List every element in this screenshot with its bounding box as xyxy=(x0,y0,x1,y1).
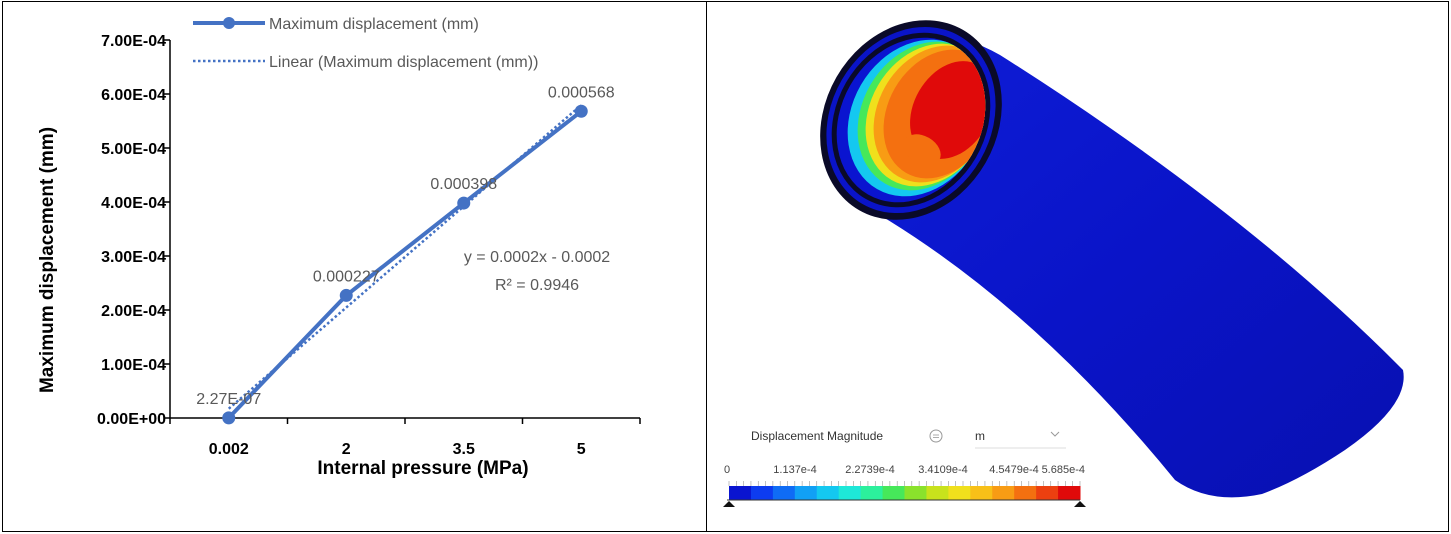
trendline-r-squared: R² = 0.9946 xyxy=(495,277,579,294)
y-tick-labels: 0.00E+00 1.00E-04 2.00E-04 3.00E-04 4.00E-04… xyxy=(97,33,166,428)
pipe-model xyxy=(820,20,1404,498)
series-path xyxy=(227,109,583,420)
y-axis-title: Maximum displacement (mm) xyxy=(37,127,58,393)
colorbar-tick-label: 0 xyxy=(724,464,730,476)
colorbar-segment xyxy=(729,486,752,500)
colorbar-segment xyxy=(970,486,993,500)
colorbar-segment xyxy=(816,486,840,500)
colorbar-segment xyxy=(948,486,971,500)
legend-series-marker xyxy=(223,17,235,29)
y-tick-label: 4.00E-04 xyxy=(101,195,166,212)
y-tick-label: 2.00E-04 xyxy=(101,303,166,320)
line-chart: 0.00E+00 1.00E-04 2.00E-04 3.00E-04 4.00E-04… xyxy=(37,16,641,479)
colorbar-segment xyxy=(1036,486,1059,500)
series-line xyxy=(222,104,588,425)
legend-trend-label: Linear (Maximum displacement (mm)) xyxy=(269,54,538,71)
colorbar: Displacement Magnitude m 0 1.137e-4 2.2739… xyxy=(723,429,1086,507)
data-label: 0.000227 xyxy=(313,268,380,285)
colorbar-segment xyxy=(882,486,905,500)
colorbar-segments xyxy=(729,486,1081,500)
colorbar-segment xyxy=(838,486,862,500)
colorbar-segment xyxy=(772,486,796,500)
chart-axes xyxy=(164,39,641,424)
x-tick-label: 0.002 xyxy=(209,441,249,458)
panel-divider xyxy=(706,1,707,532)
legend: Maximum displacement (mm) Linear (Maximu… xyxy=(193,16,538,71)
chevron-down-icon[interactable] xyxy=(1050,431,1060,437)
data-point xyxy=(339,288,353,302)
colorbar-tick-labels: 0 1.137e-4 2.2739e-4 3.4109e-4 4.5479e-4 5.68… xyxy=(724,464,1085,476)
y-tick-label: 0.00E+00 xyxy=(97,411,166,428)
colorbar-title: Displacement Magnitude xyxy=(751,429,883,443)
colorbar-segment xyxy=(750,486,774,500)
colorbar-segment xyxy=(992,486,1015,500)
colorbar-min-handle[interactable] xyxy=(723,501,735,507)
colorbar-tick-label: 1.137e-4 xyxy=(773,464,816,476)
data-point xyxy=(222,411,236,425)
x-tick-label: 2 xyxy=(342,441,351,458)
x-tick-label: 3.5 xyxy=(453,441,475,458)
colorbar-menu-icon[interactable] xyxy=(929,429,943,443)
inner-contour xyxy=(834,35,997,205)
legend-series-label: Maximum displacement (mm) xyxy=(269,16,479,33)
colorbar-tick-label: 4.5479e-4 xyxy=(989,464,1039,476)
x-tick-label: 5 xyxy=(577,441,586,458)
data-point xyxy=(457,196,471,210)
data-label: 0.000568 xyxy=(548,84,615,101)
colorbar-unit-select[interactable]: m xyxy=(975,429,985,443)
colorbar-segment xyxy=(860,486,884,500)
data-labels: 2.27E-07 0.000227 0.000398 0.000568 xyxy=(196,84,614,408)
y-tick-label: 6.00E-04 xyxy=(101,87,166,104)
colorbar-segment xyxy=(1058,486,1081,500)
trendline-equation: y = 0.0002x - 0.0002 xyxy=(464,249,610,266)
y-tick-label: 7.00E-04 xyxy=(101,33,166,50)
colorbar-segment xyxy=(926,486,949,500)
colorbar-minor-ticks xyxy=(728,481,1081,486)
data-point xyxy=(574,104,588,118)
data-label: 2.27E-07 xyxy=(196,391,261,408)
colorbar-max-handle[interactable] xyxy=(1074,501,1086,507)
colorbar-tick-label: 2.2739e-4 xyxy=(845,464,895,476)
colorbar-tick-label: 5.685e-4 xyxy=(1042,464,1085,476)
y-tick-label: 1.00E-04 xyxy=(101,357,166,374)
colorbar-tick-label: 3.4109e-4 xyxy=(918,464,968,476)
x-tick-labels: 0.002 2 3.5 5 xyxy=(209,441,586,458)
data-label: 0.000398 xyxy=(430,176,497,193)
colorbar-segment xyxy=(1014,486,1037,500)
y-tick-label: 5.00E-04 xyxy=(101,141,166,158)
colorbar-segment xyxy=(904,486,927,500)
x-axis-title: Internal pressure (MPa) xyxy=(317,458,528,479)
colorbar-segment xyxy=(794,486,818,500)
y-tick-label: 3.00E-04 xyxy=(101,249,166,266)
